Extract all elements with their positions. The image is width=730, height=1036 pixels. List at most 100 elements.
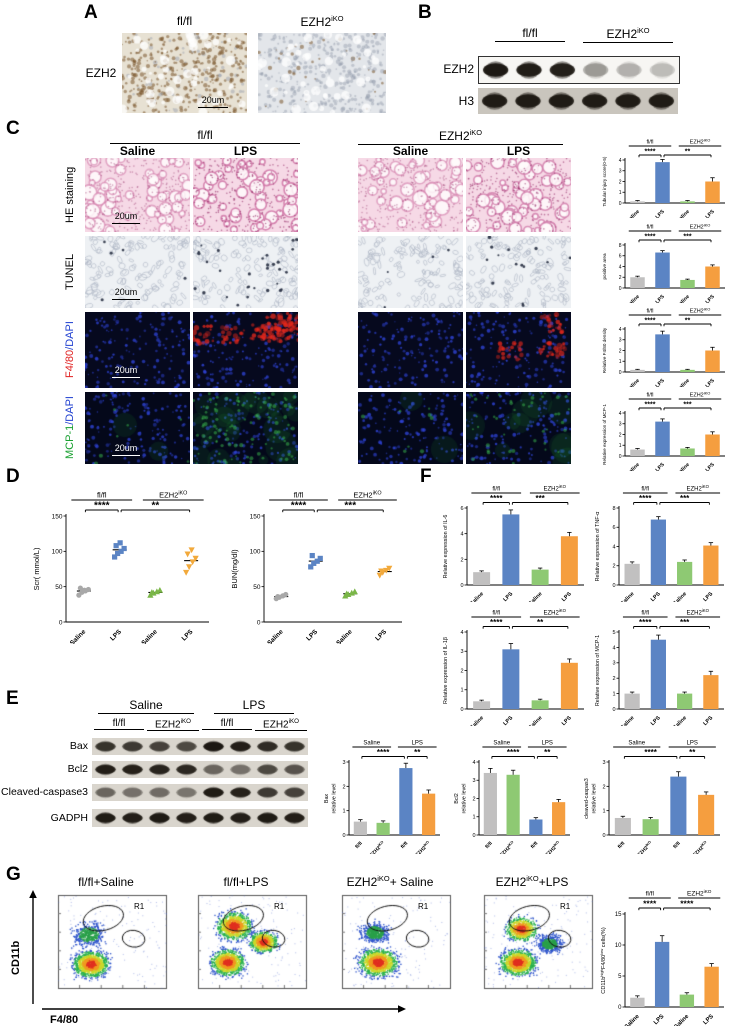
svg-text:Saline: Saline: [69, 628, 88, 644]
panel-c-group-flfl-label: fl/fl: [110, 128, 300, 144]
svg-text:Saline: Saline: [469, 591, 485, 602]
svg-text:8: 8: [612, 506, 615, 512]
ezh2-text: EZH2: [155, 719, 181, 731]
svg-text:150: 150: [52, 513, 63, 520]
micro-tunel-iko-lps: [466, 236, 571, 308]
blot-row-label-bax: Bax: [69, 740, 88, 752]
svg-text:0: 0: [619, 454, 622, 460]
flow-plot-iko-saline: [326, 892, 454, 1004]
svg-text:Saline: Saline: [628, 741, 645, 747]
svg-text:4: 4: [612, 645, 615, 651]
il6-chart: 0 2 4 6 Relative expression of IL-6 fl/fl EZH2…: [440, 482, 588, 607]
ezh2-text: EZH2: [438, 129, 470, 143]
svg-text:EZH2iKO: EZH2iKO: [353, 491, 381, 500]
svg-text:2: 2: [619, 275, 622, 281]
svg-text:0: 0: [619, 370, 622, 376]
iko-sup-text: iKO: [377, 874, 390, 883]
svg-text:LPS: LPS: [655, 208, 667, 218]
bax-level-chart: 0 1 2 3 Bax relative level Saline LPS **** ** fl/f…: [322, 736, 444, 858]
micro-mcp1-flfl-lps: [193, 392, 298, 464]
svg-text:Saline: Saline: [620, 591, 636, 602]
svg-text:**: **: [685, 318, 691, 325]
svg-text:***: ***: [344, 501, 356, 512]
svg-text:LPS: LPS: [374, 628, 388, 642]
svg-text:LPS: LPS: [305, 628, 319, 642]
blot-row-label-bcl2: Bcl2: [67, 763, 88, 775]
svg-text:relative level: relative level: [591, 784, 597, 814]
svg-text:EZH2iKO: EZH2iKO: [690, 390, 711, 398]
svg-text:LPS: LPS: [412, 741, 423, 747]
svg-text:2: 2: [619, 179, 622, 185]
title-text: +LPS: [538, 875, 569, 889]
svg-text:cleaved-caspas3: cleaved-caspas3: [584, 778, 590, 818]
svg-text:fl/fl: fl/fl: [400, 840, 410, 850]
title-text: fl/fl+Saline: [78, 875, 134, 889]
svg-text:****: ****: [644, 748, 657, 757]
svg-text:****: ****: [490, 494, 503, 503]
blot-row-label-cleaved-caspase3: Cleaved-caspase3: [1, 786, 88, 798]
svg-text:Saline: Saline: [469, 715, 485, 726]
svg-text:fl/fl: fl/fl: [672, 840, 682, 850]
svg-text:EZH2iKO: EZH2iKO: [690, 137, 711, 145]
dapi-text: /DAPI: [64, 321, 76, 351]
svg-text:Saline: Saline: [672, 591, 688, 602]
svg-text:LPS: LPS: [653, 1014, 665, 1026]
f-mcp1-chart-svg: 0 1 2 3 4 5 Relative expression of MCP-1 fl/fl E…: [595, 608, 724, 731]
svg-text:Saline: Saline: [528, 591, 544, 602]
svg-text:LPS: LPS: [109, 628, 123, 642]
svg-text:Saline: Saline: [363, 741, 380, 747]
ezh2-text: EZH2: [606, 27, 638, 41]
scalebar: 20um: [112, 366, 140, 379]
flow-x-axis-label: F4/80: [50, 1014, 79, 1026]
f-il1b-chart-svg: 0 1 2 3 4 Relative expression of IL-1β fl/fl EZ…: [443, 608, 584, 731]
bcl2-level-chart: 0 1 2 3 4 Bcl2 relative level Saline LPS **** ** fl…: [452, 736, 574, 858]
flow-y-axis-label: CD11b: [10, 940, 22, 976]
mcp1-expression-chart: 0 1 2 3 4 Relative expression of MCP-1 fl/fl EZ…: [600, 389, 728, 477]
svg-text:fl/fl: fl/fl: [641, 487, 649, 493]
panel-c-col-lps-1: LPS: [233, 144, 258, 158]
svg-text:fl/fl: fl/fl: [617, 840, 627, 850]
svg-text:LPS: LPS: [561, 715, 573, 726]
svg-text:0: 0: [618, 1005, 622, 1011]
iko-sup-text: iKO: [637, 26, 650, 35]
svg-text:EZH2iKO: EZH2iKO: [159, 491, 187, 500]
svg-text:***: ***: [680, 494, 690, 503]
panel-c-label: C: [6, 118, 20, 139]
cd11b-axis-arrow: [29, 890, 37, 1004]
panel-b-label: B: [418, 2, 432, 23]
gate-label-r1: R1: [274, 902, 285, 911]
ezh2-text: EZH2: [300, 15, 332, 29]
gate-label-r1: R1: [134, 902, 145, 911]
svg-text:4: 4: [619, 158, 622, 164]
svg-text:2: 2: [612, 564, 615, 570]
svg-text:fl/fl: fl/fl: [646, 309, 653, 315]
panel-b-group-flfl-label: fl/fl: [495, 26, 565, 42]
svg-text:1: 1: [342, 809, 345, 815]
svg-text:4: 4: [619, 264, 622, 270]
svg-text:1: 1: [619, 359, 622, 365]
svg-text:fl/fl: fl/fl: [646, 140, 653, 146]
svg-text:2: 2: [602, 784, 605, 790]
svg-text:EZH2iKO: EZH2iKO: [690, 222, 711, 230]
flow-plot-flfl-lps: [182, 892, 310, 1004]
svg-text:6: 6: [619, 254, 622, 260]
western-blot-h3: [478, 88, 678, 114]
svg-text:1: 1: [602, 809, 605, 815]
svg-text:fl/fl: fl/fl: [294, 491, 304, 500]
svg-text:Saline: Saline: [624, 1013, 641, 1026]
micro-f480-flfl-lps: [193, 312, 298, 388]
cd11b-f480-percentage-chart: 0 5 10 15 CD11bhighF4/80low cells(%) fl/fl EZH…: [598, 884, 728, 1030]
scalebar: 20um: [112, 288, 140, 301]
panel-c-row-label-f480: F4/80/DAPI: [64, 312, 78, 388]
panel-e-sub-flfl-1: fl/fl: [94, 718, 144, 730]
svg-text:****: ****: [645, 318, 656, 325]
svg-text:***: ***: [680, 618, 690, 627]
svg-text:Relative expression of MCP-1: Relative expression of MCP-1: [602, 404, 607, 465]
micro-mcp1-flfl-saline: [85, 392, 190, 464]
f-tnfa-chart-svg: 0 2 4 6 8 Relative expression of TNF-α fl/fl EZ…: [595, 484, 724, 607]
svg-text:4: 4: [460, 630, 463, 636]
svg-text:Saline: Saline: [674, 1013, 691, 1026]
svg-text:LPS: LPS: [655, 461, 667, 471]
title-text: fl/fl+LPS: [223, 875, 269, 889]
svg-text:3: 3: [342, 760, 345, 766]
